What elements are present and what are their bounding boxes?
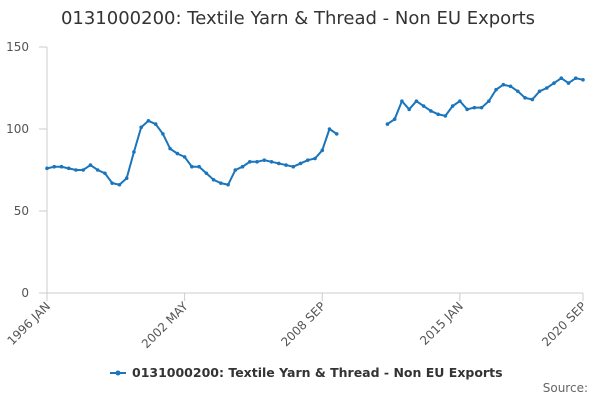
point: [581, 78, 585, 82]
point: [458, 99, 462, 103]
point: [175, 151, 180, 156]
point: [501, 82, 506, 87]
point: [530, 97, 535, 102]
point: [305, 158, 310, 162]
point: [508, 84, 513, 89]
y-tick-label: 100: [6, 122, 29, 136]
point: [284, 163, 288, 167]
x-tick-label: 2002 MAY: [139, 299, 191, 351]
point: [197, 164, 201, 169]
legend-label: 0131000200: Textile Yarn & Thread - Non …: [132, 365, 503, 380]
point: [494, 87, 498, 92]
y-tick-label: 50: [14, 204, 29, 218]
point: [52, 164, 57, 169]
point: [385, 122, 390, 126]
point: [219, 181, 223, 185]
point: [204, 171, 209, 176]
point: [334, 132, 339, 136]
point: [566, 81, 571, 85]
x-tick-label: 1996 JAN: [4, 299, 53, 348]
point: [291, 164, 296, 169]
point: [233, 168, 238, 172]
point: [95, 168, 100, 172]
point: [516, 89, 520, 94]
legend-marker: [115, 370, 121, 376]
point: [573, 76, 578, 80]
point: [132, 150, 136, 154]
series-line: [386, 76, 584, 125]
point: [552, 81, 556, 85]
point: [153, 122, 158, 126]
point: [226, 182, 230, 187]
point: [81, 168, 86, 172]
point: [74, 168, 78, 172]
point: [262, 158, 267, 162]
point: [392, 117, 397, 121]
point: [182, 155, 187, 159]
point: [240, 164, 245, 169]
point: [313, 156, 317, 161]
point: [248, 160, 252, 164]
series-line: [46, 119, 338, 186]
point: [168, 146, 172, 151]
point: [88, 163, 93, 167]
point: [479, 105, 484, 110]
point: [211, 178, 216, 182]
point: [59, 164, 64, 169]
y-tick-label: 0: [21, 286, 29, 300]
point: [523, 96, 527, 100]
x-tick-label: 2008 SEP: [278, 299, 328, 349]
point: [45, 166, 49, 171]
point: [443, 114, 448, 118]
x-tick-label: 2020 SEP: [539, 299, 589, 349]
point: [320, 148, 325, 153]
point: [117, 182, 122, 187]
point: [276, 161, 281, 166]
point: [436, 112, 440, 117]
point: [429, 109, 433, 113]
point: [146, 119, 151, 123]
point: [269, 160, 274, 164]
point: [110, 181, 114, 185]
point: [407, 107, 411, 112]
point: [161, 132, 165, 136]
point: [400, 99, 404, 103]
x-tick-label: 2015 JAN: [417, 299, 466, 348]
point: [487, 99, 491, 103]
point: [103, 171, 107, 176]
y-tick-label: 150: [6, 40, 29, 54]
point: [421, 104, 426, 108]
point: [298, 161, 303, 166]
point: [124, 176, 129, 180]
point: [537, 89, 542, 94]
point: [544, 86, 549, 90]
chart-title: 0131000200: Textile Yarn & Thread - Non …: [61, 8, 535, 29]
point: [255, 160, 259, 164]
point: [465, 107, 469, 112]
point: [450, 104, 455, 108]
source: Source:: [543, 381, 588, 395]
point: [327, 127, 332, 131]
point: [414, 99, 419, 103]
point: [190, 164, 194, 169]
point: [66, 166, 71, 171]
point: [139, 125, 143, 130]
point: [472, 105, 477, 110]
point: [559, 76, 564, 80]
